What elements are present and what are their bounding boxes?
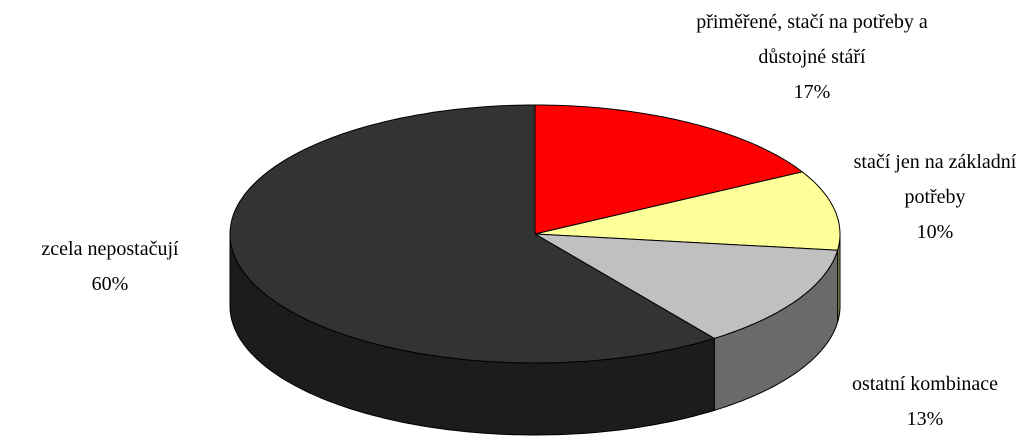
category-name: přiměřené, stačí na potřeby a důstojné s… xyxy=(696,11,928,68)
slice xyxy=(534,233,839,339)
value-label: 10% xyxy=(916,221,954,243)
category-name: zcela nepostačují xyxy=(41,238,179,260)
category-name: ostatní kombinace xyxy=(851,373,999,395)
slice xyxy=(534,171,841,251)
slice-label: zcela nepostačují 60% xyxy=(5,232,215,302)
slice xyxy=(534,104,804,235)
value-label: 17% xyxy=(793,81,831,103)
category-name: stačí jen na základní potřeby xyxy=(853,151,1017,208)
value-label: 13% xyxy=(906,408,944,430)
slice-label: ostatní kombinace 13% xyxy=(815,367,1031,437)
slice-label: přiměřené, stačí na potřeby a důstojné s… xyxy=(692,5,932,110)
slice-label: stačí jen na základní potřeby 10% xyxy=(840,145,1030,250)
slice xyxy=(229,104,716,364)
value-label: 60% xyxy=(91,273,129,295)
